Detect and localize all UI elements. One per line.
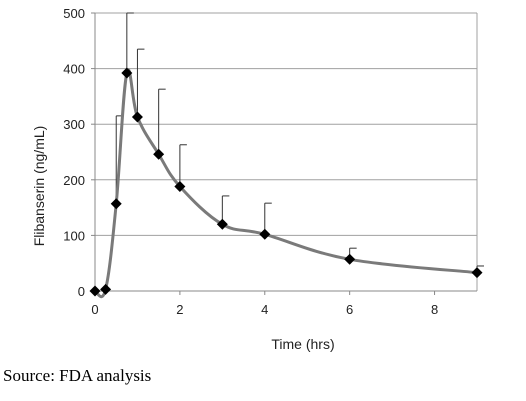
error-bars xyxy=(115,12,484,273)
data-point-3 xyxy=(121,67,133,79)
data-point-7 xyxy=(216,218,228,230)
data-point-1 xyxy=(100,283,112,295)
y-tick-label-400: 400 xyxy=(63,62,85,77)
data-point-4 xyxy=(131,111,143,123)
source-note: Source: FDA analysis xyxy=(3,366,152,385)
x-tick-label-2: 2 xyxy=(176,302,183,317)
gridlines xyxy=(95,12,477,236)
x-axis-title: Time (hrs) xyxy=(271,336,334,352)
y-tick-label-100: 100 xyxy=(63,228,85,243)
tick-labels: 0 100 200 300 400 500 0 2 4 6 8 xyxy=(63,6,438,317)
x-tick-label-4: 4 xyxy=(261,302,268,317)
data-point-8 xyxy=(259,228,271,240)
x-tick-label-0: 0 xyxy=(91,302,98,317)
x-tick-label-8: 8 xyxy=(431,302,438,317)
x-tick-label-6: 6 xyxy=(346,302,353,317)
y-tick-label-300: 300 xyxy=(63,117,85,132)
y-axis-title: Flibanserin (ng/mL) xyxy=(31,126,47,247)
data-point-6 xyxy=(174,180,186,192)
y-tick-label-200: 200 xyxy=(63,173,85,188)
series-line xyxy=(93,68,478,299)
data-point-0 xyxy=(89,285,101,297)
data-point-2 xyxy=(110,198,122,210)
data-point-10 xyxy=(471,267,483,279)
y-tick-label-0: 0 xyxy=(78,284,85,299)
series-line-path xyxy=(93,68,478,299)
data-point-9 xyxy=(344,253,356,265)
axes xyxy=(91,12,478,295)
data-point-5 xyxy=(153,148,165,160)
data-markers xyxy=(89,67,483,297)
y-tick-label-500: 500 xyxy=(63,6,85,21)
